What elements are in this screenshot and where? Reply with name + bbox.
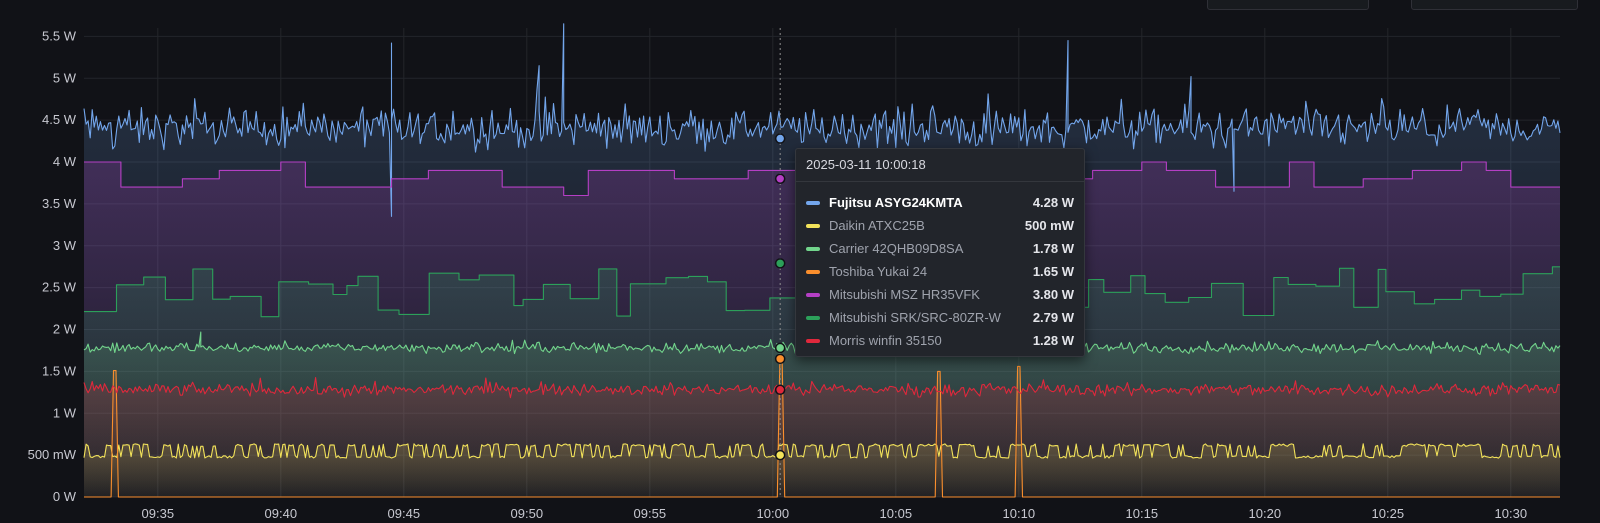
tooltip-series-value: 2.79 W	[1032, 310, 1074, 325]
series-color-swatch	[806, 246, 820, 251]
y-tick-label: 3.5 W	[42, 196, 77, 211]
tooltip-series-name: Mitsubishi SRK/SRC-80ZR-W	[829, 310, 1001, 325]
cursor-point	[774, 133, 786, 144]
hover-tooltip: 2025-03-11 10:00:18 Fujitsu ASYG24KMTA 4.…	[795, 148, 1085, 357]
x-tick-label: 09:45	[388, 506, 421, 521]
series-color-swatch	[806, 269, 820, 274]
series-line	[84, 362, 1560, 498]
y-tick-label: 0 W	[53, 489, 77, 504]
tooltip-series-value: 1.28 W	[1032, 333, 1074, 348]
cursor-point	[774, 449, 786, 461]
y-tick-label: 2.5 W	[42, 280, 77, 295]
tooltip-rows: Fujitsu ASYG24KMTA 4.28 W Daikin ATXC25B 50…	[796, 182, 1084, 352]
series-fill	[84, 377, 1560, 497]
x-tick-label: 10:20	[1249, 506, 1282, 521]
cursor-point	[774, 173, 786, 184]
x-tick-label: 09:35	[142, 506, 175, 521]
series-line	[83, 443, 1561, 459]
tooltip-row: Mitsubishi SRK/SRC-80ZR-W 2.79 W	[806, 306, 1074, 329]
tooltip-row: Fujitsu ASYG24KMTA 4.28 W	[806, 191, 1074, 214]
cursor-point	[774, 384, 786, 396]
tooltip-timestamp: 2025-03-11 10:00:18	[796, 149, 1084, 182]
y-tick-label: 1.5 W	[42, 363, 77, 378]
series-line	[83, 23, 1561, 217]
tooltip-row: Daikin ATXC25B 500 mW	[806, 214, 1074, 237]
y-tick-label: 5 W	[53, 70, 77, 85]
y-tick-label: 500 mW	[28, 447, 77, 462]
tooltip-row: Carrier 42QHB09D8SA 1.78 W	[806, 237, 1074, 260]
x-tick-label: 09:50	[511, 506, 544, 521]
x-tick-label: 10:00	[757, 506, 790, 521]
series-color-swatch	[806, 292, 820, 297]
hover-cursor	[774, 28, 786, 497]
tooltip-row: Morris winfin 35150 1.28 W	[806, 329, 1074, 352]
cursor-point	[774, 342, 786, 354]
toolbar-control-left[interactable]	[1207, 0, 1369, 10]
tooltip-series-name: Morris winfin 35150	[829, 333, 942, 348]
series-color-swatch	[806, 223, 820, 228]
y-tick-label: 2 W	[53, 322, 77, 337]
x-axis: 09:35 09:40 09:45 09:50 09:55 10:00 10:05 10:10…	[142, 506, 1528, 521]
y-tick-label: 1 W	[53, 405, 77, 420]
tooltip-series-value: 1.78 W	[1032, 241, 1074, 256]
tooltip-row: Toshiba Yukai 24 1.65 W	[806, 260, 1074, 283]
y-tick-label: 4 W	[53, 154, 77, 169]
toolbar-control-right[interactable]	[1411, 0, 1578, 10]
series-color-swatch	[806, 338, 820, 343]
y-tick-label: 4.5 W	[42, 112, 77, 127]
y-tick-label: 3 W	[53, 238, 77, 253]
series-color-swatch	[806, 315, 820, 320]
tooltip-series-name: Fujitsu ASYG24KMTA	[829, 195, 963, 210]
tooltip-series-name: Daikin ATXC25B	[829, 218, 925, 233]
cursor-point	[774, 353, 786, 365]
x-tick-label: 10:10	[1003, 506, 1036, 521]
tooltip-series-value: 4.28 W	[1032, 195, 1074, 210]
series-line	[83, 377, 1561, 399]
x-tick-label: 10:05	[880, 506, 913, 521]
x-tick-label: 10:25	[1372, 506, 1405, 521]
tooltip-series-name: Carrier 42QHB09D8SA	[829, 241, 964, 256]
x-tick-label: 10:15	[1126, 506, 1159, 521]
series-color-swatch	[806, 200, 820, 205]
y-tick-label: 5.5 W	[42, 28, 77, 43]
x-tick-label: 10:30	[1495, 506, 1528, 521]
x-tick-label: 09:55	[634, 506, 667, 521]
x-tick-label: 09:40	[265, 506, 298, 521]
tooltip-series-value: 1.65 W	[1032, 264, 1074, 279]
tooltip-series-name: Mitsubishi MSZ HR35VFK	[829, 287, 980, 302]
tooltip-series-value: 3.80 W	[1032, 287, 1074, 302]
tooltip-series-value: 500 mW	[1024, 218, 1074, 233]
cursor-point	[774, 258, 786, 269]
y-axis: 0 W 500 mW 1 W 1.5 W 2 W 2.5 W 3 W 3.5 W 4 W 4.5 …	[28, 28, 77, 504]
tooltip-row: Mitsubishi MSZ HR35VFK 3.80 W	[806, 283, 1074, 306]
tooltip-series-name: Toshiba Yukai 24	[829, 264, 928, 279]
